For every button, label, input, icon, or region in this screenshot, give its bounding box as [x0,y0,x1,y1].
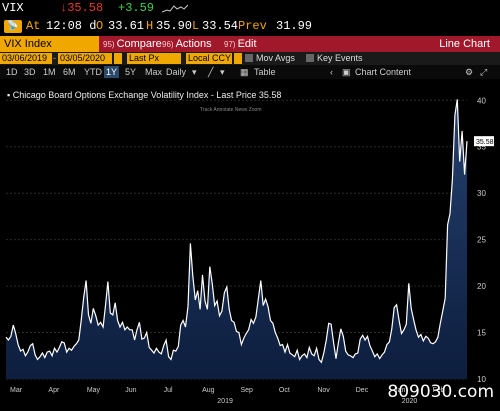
quote-status-bar: 📡 At 12:08 d O 33.61 H 35.90 L 33.54 Pre… [0,18,500,35]
time-value: 12:08 d [46,19,97,33]
actions-button[interactable]: 96) Actions [162,36,212,52]
last-price-label: 35.58 [476,139,494,146]
year-label: 2019 [217,398,233,405]
chart-content-button[interactable]: Chart Content [355,67,412,77]
y-tick-label: 40 [477,96,486,105]
x-tick-label: Jan [394,387,405,394]
x-tick-label: Dec [356,387,369,394]
edit-num: 97) [224,40,236,49]
range-1d[interactable]: 1D [6,67,18,77]
y-tick-label: 25 [477,236,486,245]
settings-icon[interactable]: ⚙ [465,67,474,77]
chevron-down-icon[interactable]: ▾ [192,67,197,77]
price-line [5,99,468,364]
range-6m[interactable]: 6M [63,67,76,77]
line-chart-icon[interactable]: ╱ [208,67,214,77]
actions-label: Actions [175,38,212,50]
range-1y[interactable]: 1Y [104,66,120,78]
price-chart[interactable]: 10 15 20 25 30 35 40 Mar Apr May Jun Jul Aug Sep Oct No… [0,79,500,408]
key-events-checkbox[interactable] [306,54,314,62]
security-field[interactable]: VIX Index [0,36,99,52]
chart-type-label[interactable]: Line Chart [439,38,490,50]
compare-num: 95) [103,40,115,49]
range-5y[interactable]: 5Y [125,67,137,77]
at-label: At [26,19,41,33]
prev-value: 31.99 [276,19,313,33]
chevron-down-icon[interactable]: ▾ [220,67,225,77]
currency-dropdown-icon[interactable] [234,53,242,64]
end-date-input[interactable]: 03/05/2020 [58,53,112,64]
y-tick-label: 30 [477,189,486,198]
chart-icon[interactable]: ▣ [342,67,351,77]
compare-button[interactable]: 95) Compare [103,36,162,52]
range-bar: 1D 3D 1M 6M YTD 1Y 5Y Max Daily ▾ ╱ ▾ ▦ … [0,65,500,79]
x-tick-label: Oct [279,387,290,394]
settings-bar: 03/06/2019 - 03/05/2020 Last Px Local CC… [0,52,500,65]
watermark: 809030.com [387,382,494,402]
period-select[interactable]: Daily [166,67,187,77]
x-tick-label: Nov [317,387,330,394]
low-value: 33.54 [202,19,239,33]
x-tick-label: Mar [10,387,23,394]
key-events-label: Key Events [317,53,363,63]
table-button[interactable]: Table [254,67,276,77]
x-tick-label: Sep [241,387,254,394]
year-label: 2020 [402,398,418,405]
open-label: O [96,19,104,33]
compare-label: Compare [116,38,162,50]
ticker-change: +3.59 [118,1,155,15]
prev-label: Prev [238,19,267,33]
y-tick-label: 10 [477,375,486,384]
range-ytd[interactable]: YTD [84,67,102,77]
high-value: 35.90 [156,19,193,33]
ticker-symbol[interactable]: VIX [2,1,24,15]
expand-icon[interactable]: ⤢ [480,67,488,77]
end-date-dropdown-icon[interactable] [114,53,122,64]
x-tick-label: Jun [125,387,136,394]
low-label: L [192,19,200,33]
y-tick-label: 35 [477,143,486,152]
sparkline-icon [161,4,189,18]
open-value: 33.61 [108,19,145,33]
x-tick-label: Feb [433,387,445,394]
date-separator: - [53,53,56,63]
start-date-input[interactable]: 03/06/2019 [0,53,52,64]
y-tick-label: 15 [477,329,486,338]
legend-title: Chicago Board Options Exchange Volatilit… [12,90,282,100]
table-icon[interactable]: ▦ [240,67,249,77]
price-chart-svg: 10 15 20 25 30 35 40 Mar Apr May Jun Jul Aug Sep Oct No… [5,96,494,405]
chevron-left-icon[interactable]: ‹ [330,67,333,77]
live-feed-icon[interactable]: 📡 [4,20,22,33]
chart-tools-legend: Track Annotate News Zoom [200,107,262,113]
edit-label: Edit [237,38,257,50]
price-type-select[interactable]: Last Px [127,53,181,64]
price-area [6,99,467,380]
x-tick-label: Aug [202,387,215,394]
legend-marker-icon: ▪ [7,90,11,100]
x-tick-label: Jul [164,387,173,394]
y-tick-label: 20 [477,282,486,291]
mov-avgs-label: Mov Avgs [256,53,295,63]
ticker-bar: VIX ↓35.58 +3.59 [0,0,500,18]
x-tick-label: Apr [48,387,60,394]
range-3d[interactable]: 3D [24,67,36,77]
edit-button[interactable]: 97) Edit [224,36,257,52]
range-1m[interactable]: 1M [43,67,56,77]
chart-legend: ▪ Chicago Board Options Exchange Volatil… [7,90,281,100]
currency-select[interactable]: Local CCY [186,53,232,64]
high-label: H [146,19,154,33]
ticker-price: ↓35.58 [60,1,104,15]
command-bar: VIX Index 95) Compare 96) Actions 97) Edit … [0,36,500,52]
last-price-tag [474,136,494,147]
mov-avgs-checkbox[interactable] [245,54,253,62]
range-max[interactable]: Max [145,67,163,77]
actions-num: 96) [162,40,174,49]
x-tick-label: May [87,387,101,394]
